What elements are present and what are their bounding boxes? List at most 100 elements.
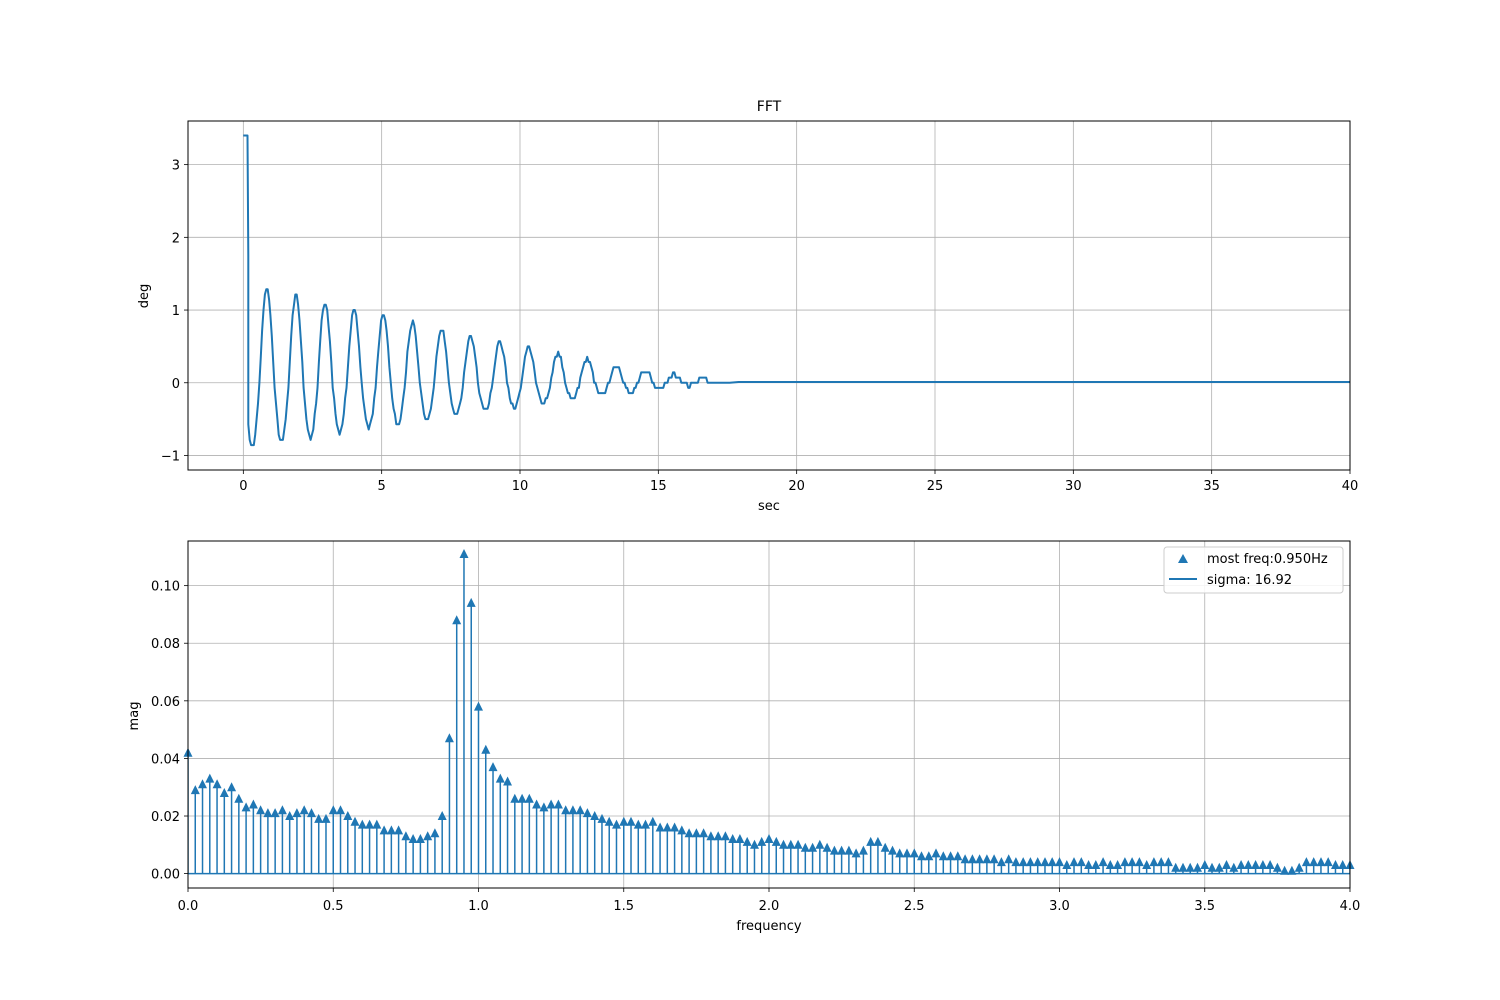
stem-marker: [880, 842, 890, 852]
time-y-tick-label: 2: [172, 231, 180, 246]
stem-marker: [931, 848, 941, 858]
time-axes-frame: [187, 120, 1351, 471]
stem-marker: [1127, 857, 1137, 867]
stem-marker: [321, 813, 331, 823]
stem-marker: [728, 834, 738, 843]
stem-marker: [822, 842, 832, 852]
stem-marker: [1113, 860, 1123, 869]
spectrum-x-tick-label: 3.0: [1049, 899, 1070, 914]
stem-marker: [793, 839, 803, 849]
stem-marker: [1120, 857, 1130, 867]
stem-marker: [975, 854, 985, 864]
time-ticks: 0 5 10 15 20 25 30 35 40 −1 0 1 2 3: [161, 159, 1358, 494]
stem-marker: [713, 831, 723, 841]
spectrum-y-tick-label: 0.00: [151, 868, 180, 883]
stem-marker: [415, 834, 425, 843]
stem-marker: [1236, 860, 1246, 869]
stem-marker: [1156, 857, 1166, 867]
stem-marker: [459, 549, 469, 558]
spectrum-x-tick-label: 2.5: [904, 899, 925, 914]
stem-marker: [597, 813, 607, 823]
stem-marker: [1033, 857, 1043, 867]
stem-marker: [989, 854, 999, 864]
stem-marker: [234, 793, 244, 803]
time-x-axis-label: sec: [758, 499, 780, 514]
stem-marker: [539, 802, 549, 812]
stem-marker: [786, 839, 796, 849]
stem-marker: [263, 808, 273, 818]
stem-marker: [270, 808, 280, 818]
stem-marker: [1214, 862, 1224, 872]
stem-marker: [488, 762, 498, 772]
stem-marker: [190, 785, 200, 795]
stem-marker: [837, 845, 847, 855]
stem-marker: [336, 805, 345, 815]
time-series-line: [243, 134, 1350, 447]
time-y-axis-label: deg: [137, 284, 152, 309]
time-y-tick-label: −1: [161, 449, 180, 464]
stem-marker: [1025, 857, 1035, 867]
stem-marker: [379, 825, 389, 835]
spectrum-y-axis-label: mag: [127, 702, 142, 731]
stem-marker: [1055, 857, 1064, 867]
stem-marker: [996, 857, 1006, 867]
stem-marker: [706, 831, 716, 841]
stem-marker: [800, 842, 810, 852]
stem-marker: [1200, 860, 1210, 869]
time-y-tick-label: 0: [172, 377, 180, 392]
spectrum-markers: [183, 549, 1355, 875]
stem-marker: [873, 836, 883, 846]
time-x-tick-label: 25: [927, 479, 944, 494]
stem-marker: [277, 805, 287, 815]
stem-marker: [365, 819, 375, 829]
stem-marker: [1040, 857, 1050, 867]
stem-marker: [1149, 857, 1159, 867]
stem-marker: [430, 828, 440, 838]
stem-marker: [815, 839, 825, 849]
stem-marker: [1287, 865, 1297, 875]
stem-marker: [1294, 862, 1304, 872]
stem-marker: [314, 813, 324, 823]
stem-marker: [1004, 854, 1014, 864]
stem-marker: [670, 822, 680, 832]
stem-marker: [386, 825, 396, 835]
stem-marker: [1098, 857, 1108, 867]
stem-marker: [684, 828, 694, 838]
spectrum-y-tick-label: 0.08: [151, 637, 180, 652]
stem-marker: [902, 848, 912, 858]
stem-marker: [1178, 862, 1188, 872]
stem-marker: [648, 816, 658, 826]
time-x-tick-label: 15: [650, 479, 667, 494]
stem-marker: [1018, 857, 1028, 867]
stem-marker: [328, 805, 338, 815]
time-x-tick-label: 20: [788, 479, 805, 494]
stem-marker: [1076, 857, 1086, 867]
stem-marker: [1265, 860, 1275, 869]
stem-marker: [575, 805, 585, 815]
stem-marker: [408, 834, 418, 843]
stem-marker: [764, 834, 774, 843]
stem-marker: [960, 854, 970, 864]
stem-marker: [401, 831, 411, 841]
spectrum-x-axis-label: frequency: [736, 919, 802, 934]
time-x-tick-label: 10: [512, 479, 529, 494]
spectrum-y-tick-label: 0.10: [151, 580, 180, 595]
stem-marker: [1280, 865, 1290, 875]
spectrum-x-tick-label: 1.5: [613, 899, 634, 914]
stem-marker: [888, 845, 897, 855]
spectrum-x-tick-label: 3.5: [1194, 899, 1215, 914]
stem-marker: [699, 828, 709, 838]
stem-marker: [248, 799, 258, 809]
stem-marker: [517, 793, 527, 803]
stem-marker: [1301, 857, 1311, 867]
stem-marker: [750, 839, 759, 849]
stem-marker: [510, 793, 520, 803]
stem-marker: [299, 805, 309, 815]
stem-marker: [1193, 862, 1202, 872]
stem-marker: [619, 816, 629, 826]
stem-marker: [1047, 857, 1057, 867]
stem-marker: [946, 851, 956, 861]
stem-marker: [357, 819, 367, 829]
stem-marker: [909, 848, 919, 858]
stem-marker: [590, 811, 600, 820]
